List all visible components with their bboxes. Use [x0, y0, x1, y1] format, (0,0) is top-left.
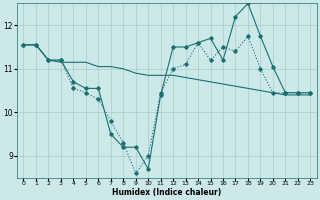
X-axis label: Humidex (Indice chaleur): Humidex (Indice chaleur) — [112, 188, 221, 197]
